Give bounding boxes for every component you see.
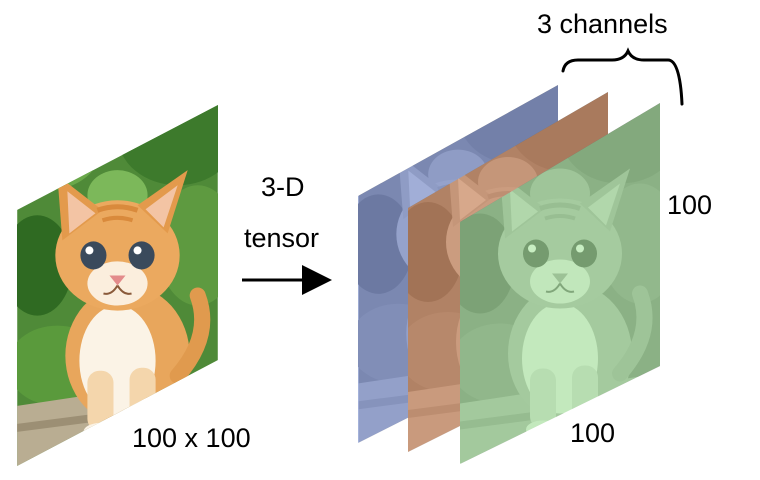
green-channel-slice — [460, 103, 660, 464]
arrow-label-line1: 3-D — [261, 172, 305, 202]
height-label: 100 — [667, 190, 712, 220]
input-kitten-image — [0, 85, 238, 466]
input-size-label: 100 x 100 — [132, 423, 251, 453]
channels-label: 3 channels — [537, 9, 668, 39]
width-label: 100 — [570, 418, 615, 448]
channels-brace-icon — [561, 47, 684, 106]
arrow-label-line2: tensor — [244, 223, 319, 253]
